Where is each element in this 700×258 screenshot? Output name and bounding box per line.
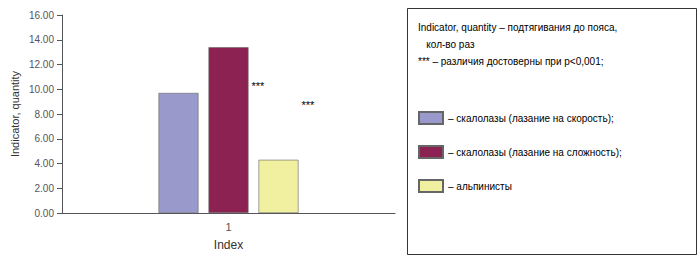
svg-text:6.00: 6.00: [35, 133, 55, 144]
svg-text:– скалолазы (лазание на скорос: – скалолазы (лазание на скорость);: [448, 113, 614, 124]
svg-text:10.00: 10.00: [29, 84, 54, 95]
svg-text:Indicator, quantity – подтягив: Indicator, quantity – подтягивания до по…: [418, 22, 617, 33]
svg-text:8.00: 8.00: [35, 109, 55, 120]
svg-text:Indicator, quantity: Indicator, quantity: [9, 70, 21, 157]
svg-text:Index: Index: [214, 238, 243, 252]
svg-text:*** – различия достоверны при: *** – различия достоверны при p<0,001;: [418, 56, 603, 67]
svg-text:4.00: 4.00: [35, 158, 55, 169]
svg-text:0.00: 0.00: [35, 208, 55, 219]
svg-text:12.00: 12.00: [29, 59, 54, 70]
svg-text:***: ***: [252, 80, 266, 92]
svg-text:14.00: 14.00: [29, 34, 54, 45]
svg-text:– скалолазы (лазание на сложно: – скалолазы (лазание на сложность);: [448, 147, 622, 158]
svg-text:кол-во раз: кол-во раз: [418, 39, 475, 50]
svg-text:***: ***: [302, 99, 316, 111]
svg-text:1: 1: [225, 221, 231, 233]
svg-text:2.00: 2.00: [35, 183, 55, 194]
svg-text:– альпинисты: – альпинисты: [448, 181, 512, 192]
svg-text:16.00: 16.00: [29, 10, 54, 21]
